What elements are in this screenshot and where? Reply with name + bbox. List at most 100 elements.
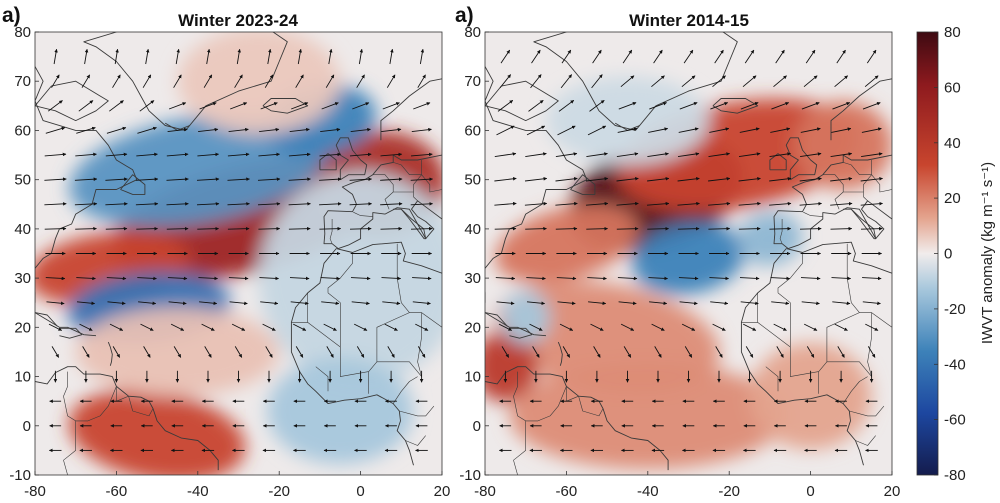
wind-vector: [528, 99, 544, 112]
wind-vector: [865, 323, 879, 331]
wind-vector: [353, 323, 368, 331]
wind-vector: [297, 48, 303, 65]
wind-vector: [75, 226, 97, 231]
country-border: [826, 312, 860, 362]
colorbar-tick-label: 60: [944, 79, 961, 96]
wind-vector: [288, 202, 311, 206]
wind-vector: [494, 226, 517, 231]
wind-vector: [319, 152, 342, 157]
wind-vector: [417, 346, 426, 358]
wind-vector: [709, 127, 730, 133]
coastline-europe: [323, 154, 442, 250]
coastline-caribbean: [485, 312, 547, 337]
country-border: [372, 174, 394, 210]
wind-vector: [649, 301, 668, 306]
coastline-africa: [290, 248, 414, 466]
wind-vector: [616, 201, 639, 206]
wind-vector: [742, 323, 757, 331]
wind-vector: [319, 177, 342, 181]
anomaly-blob: [737, 211, 803, 266]
wind-vector: [168, 102, 187, 110]
wind-vector: [51, 346, 60, 358]
wind-vector: [51, 74, 60, 88]
wind-vector: [105, 202, 128, 206]
x-tick-label: -20: [268, 483, 290, 500]
wind-vector: [651, 75, 665, 88]
wind-vector: [559, 323, 574, 331]
wind-vector: [649, 102, 667, 110]
wind-vector: [590, 323, 604, 331]
wind-vector: [291, 102, 309, 110]
y-tick-label: 0: [473, 418, 481, 435]
wind-vector: [380, 226, 403, 231]
wind-vector: [501, 346, 510, 358]
wind-vector: [867, 346, 876, 358]
coastline-scandinavia: [830, 78, 892, 141]
wind-vector: [387, 346, 395, 358]
wind-vector: [647, 226, 669, 231]
wind-vector: [708, 176, 731, 182]
wind-vector: [557, 301, 576, 306]
wind-vector: [496, 125, 515, 136]
wind-vector: [260, 301, 279, 306]
wind-vector: [525, 152, 547, 158]
wind-vector: [74, 177, 98, 181]
wind-vector: [351, 301, 370, 306]
wind-vector: [558, 99, 575, 112]
wind-vector: [710, 102, 729, 110]
wind-vector: [295, 346, 304, 358]
wind-vector: [805, 49, 816, 64]
wind-vector: [82, 346, 90, 358]
wind-vector: [585, 176, 609, 182]
coastline-south-america: [35, 366, 219, 471]
country-border: [417, 312, 422, 377]
wind-vector: [267, 48, 272, 65]
wind-vector: [677, 152, 700, 158]
wind-vector: [771, 102, 790, 110]
wind-vector: [206, 48, 211, 65]
wind-vector: [708, 201, 731, 206]
wind-vector: [712, 75, 726, 88]
wind-vector: [526, 276, 546, 281]
x-tick-label: -60: [556, 483, 578, 500]
wind-vectors: [494, 49, 883, 453]
wind-vector: [555, 152, 578, 158]
wind-vector: [555, 201, 578, 206]
wind-vector: [740, 301, 759, 306]
x-axis-ticks: -80 -60 -40 -20 0 20: [24, 471, 450, 500]
wind-vector: [410, 177, 433, 181]
coastline-iceland: [712, 98, 759, 114]
wind-vector: [585, 201, 609, 206]
colorbar-tick-label: 20: [944, 190, 961, 207]
wind-vector: [617, 127, 638, 133]
coastline-hispaniola: [59, 327, 83, 339]
coastline-antilles: [557, 341, 563, 366]
wind-vector: [555, 226, 578, 231]
wind-vector: [143, 346, 151, 358]
wind-vector: [137, 276, 157, 281]
wind-vector: [228, 127, 249, 133]
wind-vector: [229, 301, 248, 306]
wind-vector: [618, 301, 637, 306]
coastline-cuba: [35, 312, 58, 327]
wind-vector: [112, 346, 121, 358]
wind-vector: [524, 176, 548, 182]
wind-vector: [413, 102, 431, 110]
anomaly-field: [35, 32, 442, 475]
y-tick-label: 60: [14, 122, 31, 139]
wind-vector: [412, 276, 432, 281]
country-border: [63, 420, 76, 475]
wind-vector: [411, 127, 432, 133]
wind-vector: [866, 49, 877, 64]
wind-vector: [197, 152, 219, 157]
wind-vector: [145, 48, 150, 65]
coastline-south-america: [485, 366, 669, 471]
wind-vector: [530, 74, 542, 89]
wind-vector: [678, 276, 699, 281]
wind-vector: [837, 346, 845, 358]
x-tick-label: -40: [637, 483, 659, 500]
wind-vector: [556, 276, 577, 281]
wind-vector: [380, 177, 403, 181]
